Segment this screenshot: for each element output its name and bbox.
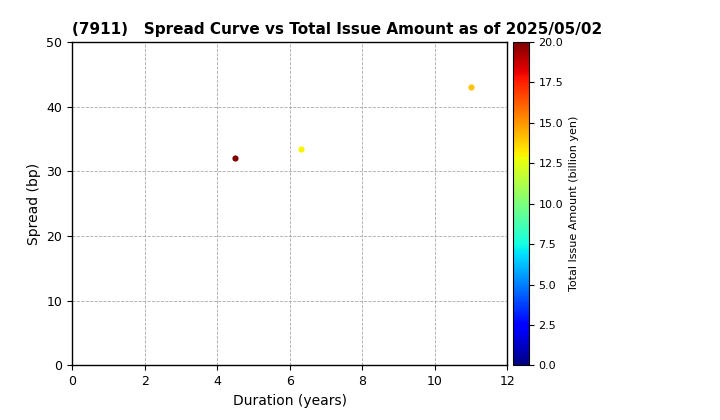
Text: (7911)   Spread Curve vs Total Issue Amount as of 2025/05/02: (7911) Spread Curve vs Total Issue Amoun… (72, 22, 602, 37)
Point (465, 84, 477, 91)
X-axis label: Duration (years): Duration (years) (233, 394, 347, 408)
Y-axis label: Total Issue Amount (billion yen): Total Issue Amount (billion yen) (569, 116, 579, 291)
Point (295, 145, 307, 152)
Point (230, 155, 241, 162)
Y-axis label: Spread (bp): Spread (bp) (27, 163, 41, 245)
